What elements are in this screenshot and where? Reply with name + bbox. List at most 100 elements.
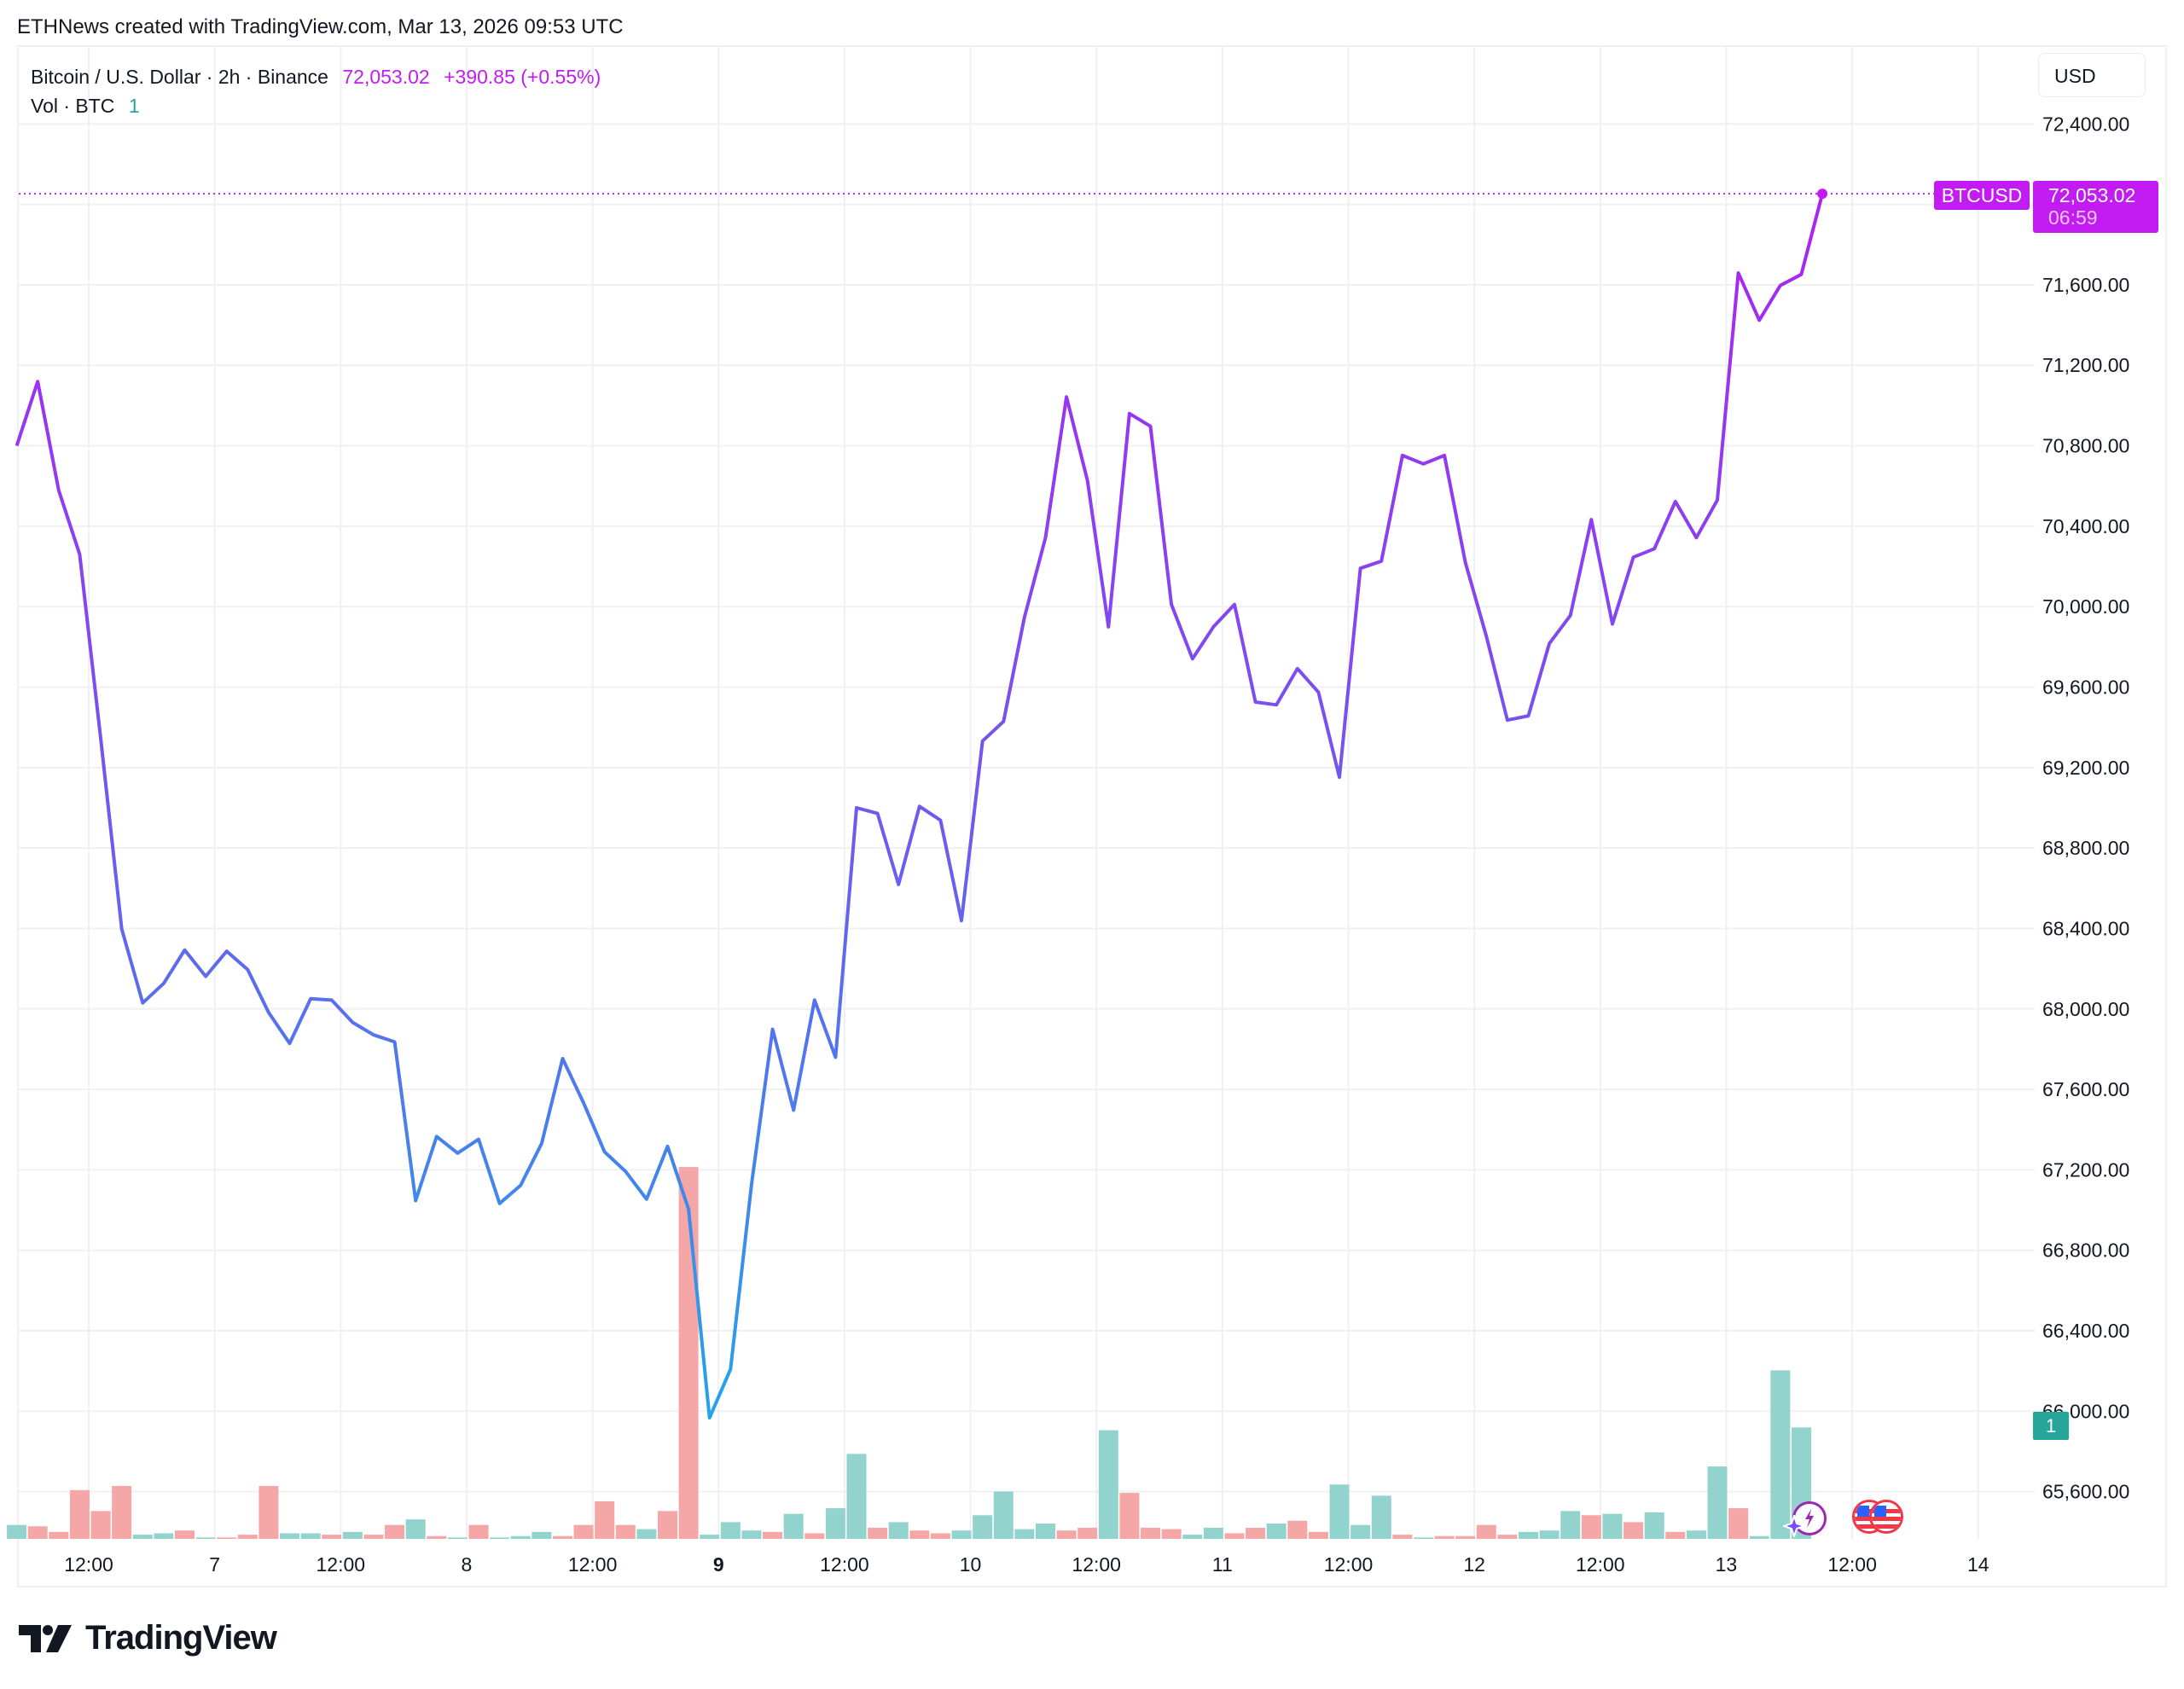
volume-bar <box>825 1508 845 1539</box>
volume-bar <box>427 1535 447 1539</box>
volume-bar <box>1581 1515 1601 1539</box>
price-axis-label: 65,600.00 <box>2042 1481 2129 1503</box>
time-axis-label: 12:00 <box>1827 1553 1877 1576</box>
volume-bar <box>90 1511 111 1539</box>
volume-bar <box>973 1515 993 1539</box>
volume-bar <box>237 1535 258 1539</box>
volume-value: 1 <box>128 95 140 117</box>
brand-name: TradingView <box>85 1619 277 1657</box>
volume-bar <box>195 1537 216 1539</box>
volume-bar <box>154 1533 174 1539</box>
volume-axis-badge: 1 <box>2033 1412 2069 1440</box>
time-axis-label: 12:00 <box>317 1553 366 1576</box>
volume-bar <box>1203 1527 1223 1539</box>
price-axis-label: 69,600.00 <box>2042 676 2129 699</box>
price-axis-label: 70,800.00 <box>2042 435 2129 457</box>
price-axis-label: 68,800.00 <box>2042 837 2129 859</box>
time-axis-label: 12:00 <box>1324 1553 1374 1576</box>
volume-bar <box>720 1522 741 1539</box>
volume-bar <box>1455 1535 1476 1539</box>
volume-bar <box>1329 1484 1350 1539</box>
price-axis-label: 72,400.00 <box>2042 113 2129 135</box>
time-axis-label: 11 <box>1212 1553 1233 1576</box>
volume-bar <box>1749 1535 1769 1539</box>
volume-bar <box>1434 1535 1455 1539</box>
volume-bar <box>1308 1531 1328 1539</box>
volume-bar <box>1014 1529 1035 1539</box>
volume-bar <box>868 1527 888 1539</box>
price-axis-label: 67,600.00 <box>2042 1078 2129 1100</box>
tradingview-logo[interactable]: TradingView <box>19 1619 277 1657</box>
price-change: +390.85 (+0.55%) <box>444 66 601 88</box>
volume-bar <box>741 1530 762 1539</box>
time-axis-label: 8 <box>462 1553 473 1576</box>
last-price-dot <box>1817 189 1828 200</box>
price-line[interactable] <box>15 193 1825 1420</box>
volume-bar <box>1686 1530 1706 1539</box>
volume-bar <box>1539 1530 1560 1539</box>
volume-bar <box>1644 1512 1664 1539</box>
time-axis-label: 12:00 <box>820 1553 869 1576</box>
volume-bar <box>1665 1531 1686 1539</box>
volume-bar <box>112 1485 132 1539</box>
volume-bar <box>174 1530 195 1539</box>
volume-bar <box>1035 1524 1055 1539</box>
currency-button[interactable]: USD <box>2038 53 2146 97</box>
volume-bar <box>1560 1511 1581 1539</box>
volume-bar <box>1728 1508 1749 1539</box>
price-axis-label: 68,000.00 <box>2042 998 2129 1020</box>
volume-bar <box>573 1524 594 1539</box>
volume-bar <box>300 1533 321 1539</box>
time-axis-label: 12 <box>1463 1553 1485 1576</box>
time-axis-label: 12:00 <box>1576 1553 1625 1576</box>
volume-bar <box>49 1531 69 1539</box>
volume-bar <box>951 1530 972 1539</box>
time-axis-label: 13 <box>1716 1553 1738 1576</box>
volume-bar <box>468 1524 489 1539</box>
volume-bar <box>1182 1535 1203 1539</box>
last-price-tag-value: 72,053.02 <box>2048 184 2136 206</box>
price-axis-label: 66,800.00 <box>2042 1239 2129 1262</box>
time-axis-label: 7 <box>209 1553 220 1576</box>
volume-bar <box>1770 1370 1791 1539</box>
time-axis-label: 12:00 <box>64 1553 113 1576</box>
symbol-price-tag: BTCUSD <box>1934 181 2030 210</box>
price-axis-label: 70,000.00 <box>2042 595 2129 618</box>
volume-bar <box>363 1535 384 1539</box>
volume-bar <box>1266 1524 1287 1539</box>
volume-bar <box>909 1530 930 1539</box>
volume-bar <box>1119 1493 1140 1539</box>
volume-bar <box>888 1522 909 1539</box>
us-flag-event-icon[interactable] <box>1869 1500 1903 1534</box>
time-axis-label: 10 <box>960 1553 982 1576</box>
volume-bar <box>1707 1466 1728 1539</box>
price-axis-label: 66,400.00 <box>2042 1320 2129 1342</box>
price-axis-label: 68,400.00 <box>2042 917 2129 939</box>
time-axis-label: 12:00 <box>1072 1553 1121 1576</box>
volume-bar <box>1350 1524 1371 1539</box>
volume-bar <box>405 1519 426 1539</box>
volume-bar <box>27 1526 48 1539</box>
volume-bar <box>258 1485 279 1539</box>
volume-bar <box>1287 1520 1308 1539</box>
volume-bar <box>930 1533 950 1539</box>
chart-credit: ETHNews created with TradingView.com, Ma… <box>17 15 624 38</box>
volume-bar <box>1246 1527 1266 1539</box>
volume-bar <box>217 1537 237 1539</box>
volume-label[interactable]: Vol · BTC <box>31 95 115 117</box>
volume-bar <box>1056 1530 1077 1539</box>
volume-bar <box>69 1489 90 1539</box>
ai-insight-icon[interactable] <box>1792 1501 1827 1535</box>
volume-bar <box>1077 1527 1098 1539</box>
price-axis-label: 71,200.00 <box>2042 354 2129 376</box>
symbol-description[interactable]: Bitcoin / U.S. Dollar · 2h · Binance <box>31 66 328 88</box>
last-price: 72,053.02 <box>342 66 430 88</box>
volume-bar <box>1224 1533 1245 1539</box>
volume-bar <box>1519 1531 1539 1539</box>
price-axis-label: 71,600.00 <box>2042 274 2129 296</box>
price-axis-label: 67,200.00 <box>2042 1158 2129 1181</box>
volume-bar <box>490 1537 510 1539</box>
volume-bar <box>385 1524 405 1539</box>
volume-bar <box>615 1524 636 1539</box>
